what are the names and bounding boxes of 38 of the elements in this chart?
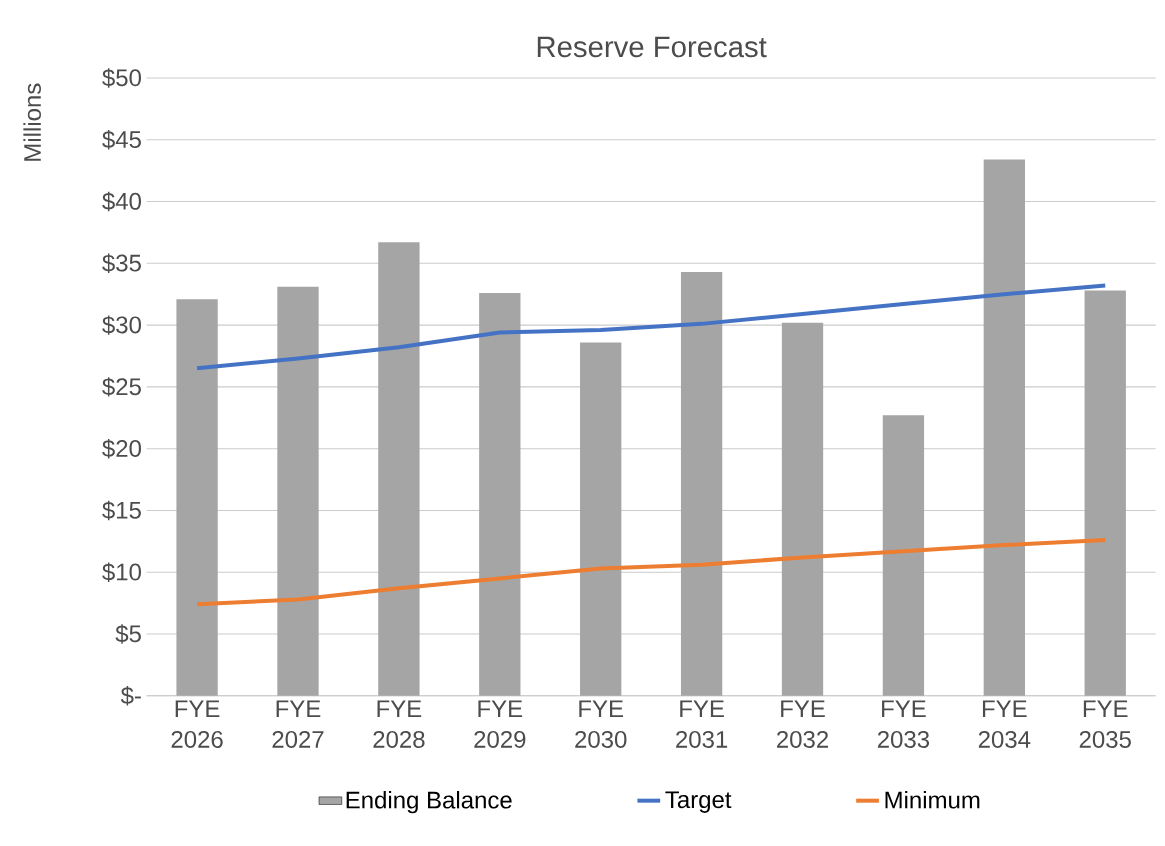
x-tick-label: FYE 2028 [373, 700, 425, 749]
x-tick-label: FYE 2031 [676, 700, 728, 749]
x-tick-label: FYE 2033 [877, 700, 930, 749]
bar [378, 242, 420, 696]
bar [580, 342, 622, 696]
y-tick-label: $45 [102, 130, 141, 150]
y-tick-label: $50 [102, 68, 141, 88]
bar [781, 322, 824, 696]
chart-title: Reserve Forecast [537, 36, 767, 58]
bar [277, 286, 319, 696]
y-tick-label: $10 [102, 562, 141, 583]
x-tick-label: FYE 2032 [777, 700, 828, 749]
line-series [195, 538, 1108, 607]
y-tick-label: $20 [102, 439, 141, 459]
line-series [195, 283, 1108, 371]
x-tick-label: FYE 2030 [575, 700, 627, 749]
y-tick-label: $5 [115, 624, 141, 644]
legend-label: Minimum [885, 791, 980, 809]
y-tick-label: $35 [102, 253, 141, 274]
y-tick-label: $40 [102, 191, 141, 212]
bar [680, 272, 723, 696]
legend-label: Ending Balance [346, 791, 512, 814]
x-tick-label: FYE 2026 [171, 700, 223, 749]
bar [1084, 290, 1126, 696]
bar [882, 415, 925, 696]
legend-label: Target [665, 791, 732, 814]
y-tick-label: $25 [102, 377, 141, 397]
y-tick-label: $- [120, 686, 141, 706]
y-tick-label: $15 [102, 500, 141, 521]
x-tick-label: FYE 2035 [1079, 700, 1131, 749]
bar [983, 159, 1025, 696]
y-axis-title: Millions [23, 83, 42, 161]
bar [176, 299, 218, 696]
x-tick-label: FYE 2029 [474, 700, 526, 749]
y-tick-label: $30 [102, 315, 141, 335]
x-tick-label: FYE 2034 [978, 700, 1031, 749]
x-tick-label: FYE 2027 [272, 700, 324, 749]
bar [479, 293, 521, 696]
